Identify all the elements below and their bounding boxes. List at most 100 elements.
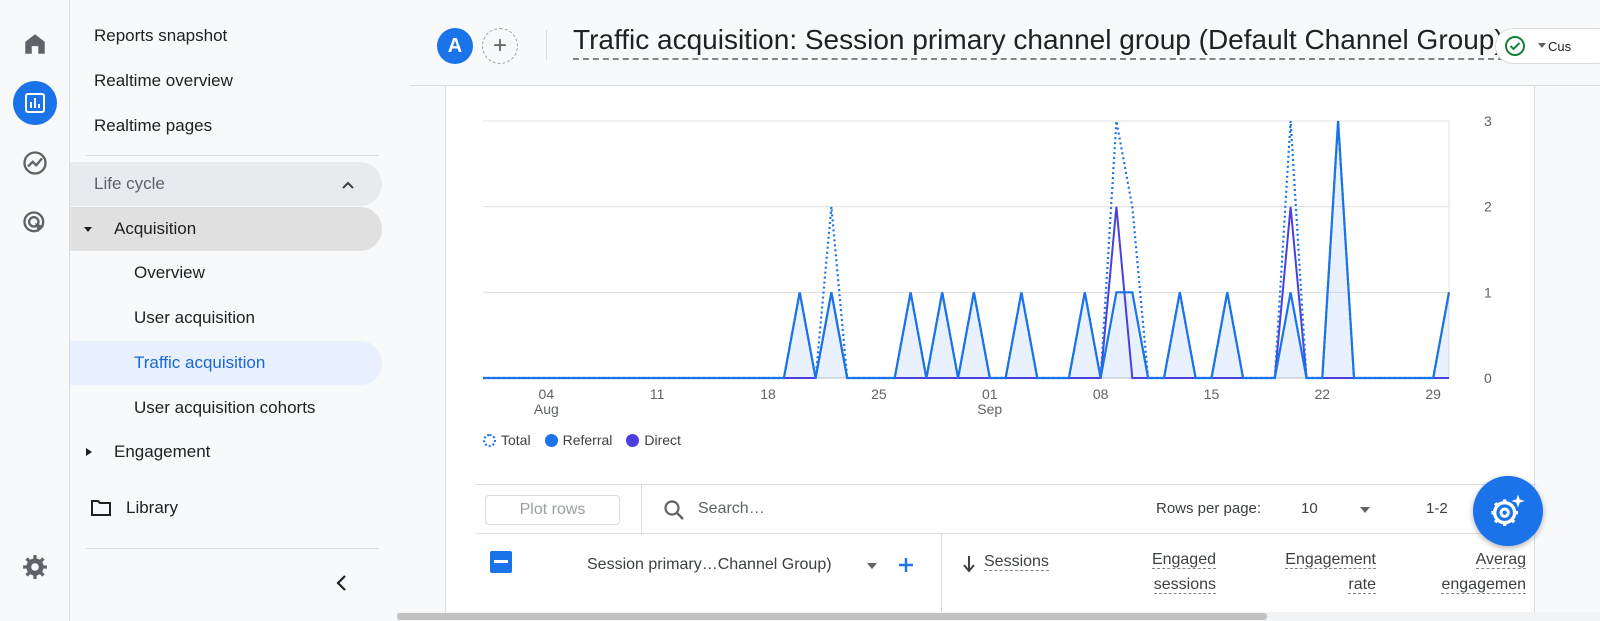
- rows-per-page-label: Rows per page:: [1156, 500, 1262, 517]
- advertising-icon[interactable]: [13, 201, 57, 245]
- series-line-total[interactable]: [483, 120, 1451, 380]
- nav-label: User acquisition: [134, 308, 255, 327]
- search-icon: [664, 500, 684, 520]
- rows-per-page-select[interactable]: 10: [1301, 500, 1318, 517]
- horizontal-scrollbar[interactable]: [397, 612, 1600, 621]
- nav-label: User acquisition cohorts: [134, 398, 316, 417]
- caret-down-icon: [1538, 43, 1546, 48]
- caret-right-icon: [86, 448, 92, 456]
- nav-item-engagement[interactable]: Engagement: [70, 430, 210, 474]
- chart-legend: Total Referral Direct: [483, 432, 681, 448]
- nav-label: Engagement: [114, 442, 211, 461]
- legend-item-total[interactable]: Total: [483, 432, 531, 448]
- add-comparison-button[interactable]: +: [482, 28, 518, 64]
- nav-item-user-acquisition-cohorts[interactable]: User acquisition cohorts: [134, 386, 315, 430]
- column-sessions[interactable]: Sessions: [984, 549, 1049, 574]
- settings-icon[interactable]: [13, 545, 57, 589]
- nav-item-traffic-acquisition[interactable]: Traffic acquisition: [70, 341, 382, 385]
- home-icon[interactable]: [13, 22, 57, 66]
- legend-label: Total: [501, 432, 531, 448]
- plot-rows-button[interactable]: Plot rows: [485, 495, 620, 525]
- nav-label: Reports snapshot: [94, 26, 228, 45]
- header-separator: [546, 30, 547, 60]
- header-separator: [941, 534, 942, 621]
- collapse-chevron-icon[interactable]: [332, 573, 352, 593]
- nav-reports-snapshot[interactable]: Reports snapshot: [94, 14, 227, 58]
- x-tick-label: 25: [871, 386, 887, 402]
- nav-label: Realtime pages: [94, 116, 213, 135]
- insights-fab[interactable]: [1473, 476, 1543, 546]
- caret-down-icon: [84, 227, 92, 232]
- nav-section-life-cycle[interactable]: Life cycle: [70, 162, 382, 206]
- x-tick-label: 11: [650, 386, 665, 402]
- page-title[interactable]: Traffic acquisition: Session primary cha…: [573, 24, 1504, 60]
- scrollbar-thumb[interactable]: [397, 613, 1267, 620]
- reports-nav: Reports snapshot Realtime overview Realt…: [70, 0, 390, 621]
- nav-realtime-pages[interactable]: Realtime pages: [94, 104, 212, 148]
- reports-icon[interactable]: [13, 81, 57, 125]
- comparison-avatar[interactable]: A: [437, 28, 473, 64]
- legend-item-referral[interactable]: Referral: [544, 432, 612, 448]
- folder-icon: [91, 500, 111, 516]
- pagination-range: 1-2: [1426, 500, 1448, 517]
- toolbar-separator: [641, 485, 642, 535]
- chevron-up-icon: [342, 181, 354, 189]
- date-range-label: Cus: [1548, 38, 1572, 54]
- dropdown-arrow-icon[interactable]: [1359, 506, 1371, 514]
- y-tick-label: 0: [1484, 370, 1492, 386]
- sort-down-arrow-icon[interactable]: [962, 555, 976, 573]
- x-tick-label: 15: [1204, 386, 1220, 402]
- minus-icon: [494, 560, 508, 563]
- dimension-selector[interactable]: Session primary…Channel Group): [587, 556, 832, 573]
- nav-label: Acquisition: [114, 219, 197, 238]
- x-tick-label: 29: [1425, 386, 1441, 402]
- column-label: engagemen: [1441, 576, 1526, 594]
- legend-swatch: [544, 433, 558, 447]
- table-search-input[interactable]: Search…: [698, 500, 765, 517]
- nav-label: Traffic acquisition: [134, 353, 266, 372]
- report-card: 0 1 2 3 04 Aug 11 18 25 01 Sep 08 15 22 29 Total Refer…: [445, 86, 1536, 621]
- x-tick-label: 04: [539, 386, 555, 402]
- y-tick-label: 2: [1484, 199, 1492, 215]
- y-tick-label: 3: [1484, 113, 1492, 129]
- nav-divider: [86, 155, 379, 156]
- date-range-chip[interactable]: Cus: [1495, 28, 1600, 64]
- explore-icon[interactable]: [13, 141, 57, 185]
- nav-realtime-overview[interactable]: Realtime overview: [94, 59, 233, 103]
- x-tick-month-label: Sep: [977, 401, 1002, 417]
- nav-label: Library: [126, 498, 178, 517]
- nav-divider: [86, 548, 379, 549]
- icon-rail: [0, 0, 70, 621]
- nav-item-user-acquisition[interactable]: User acquisition: [134, 296, 255, 340]
- dimension-dropdown-icon[interactable]: [866, 562, 878, 570]
- nav-section-label: Life cycle: [94, 174, 165, 193]
- y-tick-label: 1: [1484, 284, 1492, 300]
- x-tick-label: 01: [982, 386, 998, 402]
- table-header: Session primary…Channel Group) Sessions …: [476, 534, 1536, 621]
- settings-sparkle-icon: [1491, 494, 1525, 526]
- nav-item-library[interactable]: Library: [90, 486, 178, 530]
- x-tick-label: 18: [760, 386, 776, 402]
- nav-label: Overview: [134, 263, 205, 282]
- nav-item-overview[interactable]: Overview: [134, 251, 205, 295]
- column-engagement-rate[interactable]: Engagement rate: [1246, 547, 1376, 597]
- legend-swatch: [483, 433, 496, 447]
- select-all-checkbox[interactable]: [490, 551, 512, 573]
- column-average-engagement[interactable]: Averag engagemen: [1406, 547, 1526, 597]
- nav-label: Realtime overview: [94, 71, 233, 90]
- column-label: Sessions: [984, 553, 1049, 571]
- column-engaged-sessions[interactable]: Engaged sessions: [1116, 547, 1216, 597]
- nav-item-acquisition[interactable]: Acquisition: [70, 207, 382, 251]
- add-dimension-icon[interactable]: [897, 556, 915, 574]
- column-label: Engaged: [1151, 551, 1216, 569]
- legend-swatch: [626, 433, 640, 447]
- x-tick-label: 22: [1315, 386, 1331, 402]
- report-header: A + Traffic acquisition: Session primary…: [410, 0, 1600, 86]
- legend-label: Direct: [644, 432, 681, 448]
- legend-item-direct[interactable]: Direct: [626, 432, 681, 448]
- column-label: Engagement: [1285, 551, 1376, 569]
- table-toolbar: Plot rows Search… Rows per page: 10 1-2: [476, 484, 1536, 535]
- check-circle-icon: [1505, 36, 1525, 56]
- column-label: rate: [1348, 576, 1376, 594]
